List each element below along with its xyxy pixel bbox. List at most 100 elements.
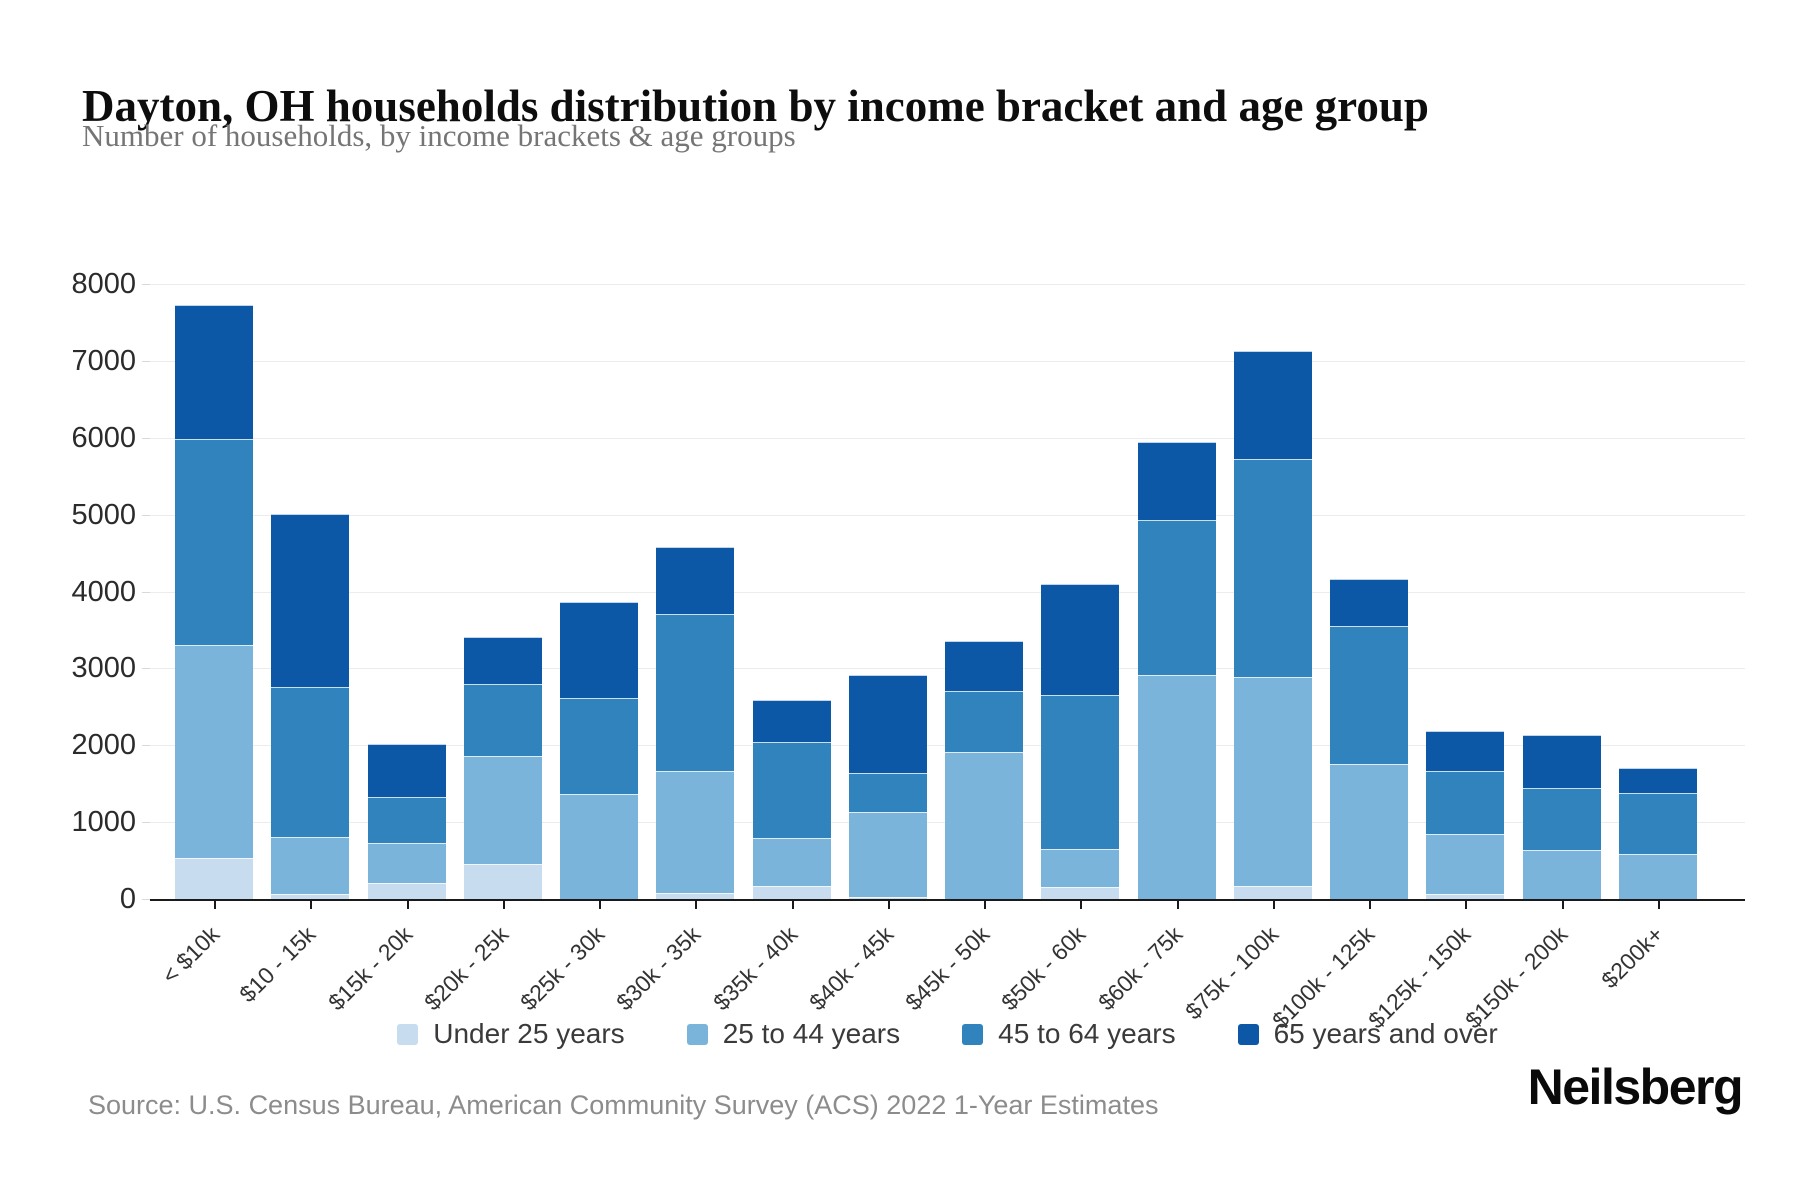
- chart-subtitle: Number of households, by income brackets…: [82, 118, 796, 153]
- bar-segment[interactable]: [463, 863, 542, 899]
- y-axis-tick-label: 3000: [71, 652, 136, 685]
- bar-segment[interactable]: [1426, 771, 1505, 835]
- bar-segment[interactable]: [463, 636, 542, 684]
- x-tick-mark: [502, 901, 505, 909]
- bar-segment[interactable]: [1618, 792, 1697, 854]
- bar-segment[interactable]: [560, 602, 638, 699]
- bar-segment[interactable]: [1233, 676, 1312, 886]
- legend-item[interactable]: 25 to 44 years: [686, 1018, 900, 1050]
- bar-segment[interactable]: [463, 756, 542, 864]
- bar-segment[interactable]: [1522, 849, 1601, 899]
- bar-segment[interactable]: [656, 613, 735, 772]
- x-tick-mark: [1080, 901, 1083, 909]
- y-gridline: [150, 284, 1745, 285]
- bar-segment[interactable]: [752, 885, 831, 899]
- bar-segment[interactable]: [848, 674, 927, 774]
- bar-segment[interactable]: [945, 690, 1023, 753]
- y-tick-mark: [142, 899, 150, 900]
- y-gridline: [150, 360, 1745, 362]
- x-tick-mark: [1369, 901, 1371, 909]
- y-axis-tick-label: 4000: [71, 575, 136, 608]
- x-tick-mark: [406, 901, 409, 909]
- legend-item[interactable]: 45 to 64 years: [962, 1018, 1176, 1050]
- bar-segment[interactable]: [175, 857, 253, 899]
- x-axis-category-label: $25k - 30k: [515, 921, 610, 1016]
- y-axis-tick-label: 6000: [71, 421, 136, 454]
- bar-segment[interactable]: [752, 837, 831, 886]
- x-tick-mark: [791, 901, 794, 909]
- x-tick-mark: [310, 901, 313, 909]
- bar-segment[interactable]: [1137, 519, 1216, 675]
- bar-segment[interactable]: [1618, 853, 1697, 899]
- bar-segment[interactable]: [1137, 441, 1216, 520]
- bar-segment[interactable]: [1426, 730, 1505, 772]
- bar-segment[interactable]: [1041, 849, 1120, 888]
- bar-segment[interactable]: [367, 882, 446, 899]
- bar-segment[interactable]: [752, 742, 831, 838]
- legend-label: 45 to 64 years: [998, 1018, 1176, 1049]
- x-tick-mark: [599, 901, 601, 909]
- x-axis-line: [150, 899, 1745, 901]
- y-axis-tick-label: 1000: [71, 806, 136, 839]
- bar-segment[interactable]: [1522, 788, 1601, 850]
- y-tick-mark: [142, 745, 150, 747]
- bar-segment[interactable]: [656, 546, 735, 614]
- y-axis-tick-label: 7000: [71, 344, 136, 377]
- x-axis-category-label: < $10k: [156, 921, 225, 989]
- bar-segment[interactable]: [175, 304, 253, 439]
- bar-segment[interactable]: [175, 644, 253, 858]
- bar-segment[interactable]: [656, 892, 735, 899]
- bar-segment[interactable]: [945, 641, 1023, 691]
- y-axis-tick-label: 5000: [71, 498, 136, 531]
- legend-label: Under 25 years: [433, 1018, 625, 1049]
- bar-segment[interactable]: [367, 796, 446, 843]
- bar-segment[interactable]: [1233, 350, 1312, 460]
- bar-segment[interactable]: [848, 897, 927, 899]
- bar-segment[interactable]: [560, 794, 638, 899]
- bar-segment[interactable]: [175, 438, 253, 645]
- legend-item[interactable]: 65 years and over: [1237, 1018, 1498, 1050]
- bar-segment[interactable]: [463, 683, 542, 756]
- x-axis-category-label: $10 - 15k: [234, 921, 321, 1008]
- bar-segment[interactable]: [1137, 674, 1216, 899]
- bar-segment[interactable]: [1330, 579, 1408, 627]
- x-axis-category-label: $30k - 35k: [611, 921, 706, 1016]
- bar-segment[interactable]: [656, 771, 735, 893]
- bar-segment[interactable]: [560, 698, 638, 795]
- bar-segment[interactable]: [848, 812, 927, 898]
- legend-swatch-icon: [397, 1023, 419, 1045]
- chart-legend: Under 25 years 25 to 44 years 45 to 64 yea…: [150, 1018, 1745, 1050]
- source-note: Source: U.S. Census Bureau, American Com…: [88, 1090, 1159, 1120]
- x-tick-mark: [984, 901, 986, 909]
- bar-segment[interactable]: [1522, 735, 1601, 789]
- bar-segment[interactable]: [1233, 885, 1312, 899]
- bar-segment[interactable]: [271, 686, 350, 838]
- bar-segment[interactable]: [945, 752, 1023, 899]
- bar-segment[interactable]: [1330, 626, 1408, 765]
- bar-segment[interactable]: [367, 842, 446, 883]
- legend-item[interactable]: Under 25 years: [397, 1018, 625, 1050]
- x-axis-category-label: $45k - 50k: [900, 921, 995, 1016]
- x-axis-category-label: $60k - 75k: [1092, 921, 1187, 1016]
- bar-segment[interactable]: [1330, 764, 1408, 899]
- bar-segment[interactable]: [367, 743, 446, 797]
- bar-segment[interactable]: [1618, 767, 1697, 793]
- bar-segment[interactable]: [1233, 459, 1312, 677]
- bar-segment[interactable]: [1041, 887, 1120, 899]
- x-axis-category-label: $15k - 20k: [322, 921, 417, 1016]
- bar-segment[interactable]: [1426, 893, 1505, 899]
- bar-segment[interactable]: [271, 513, 350, 687]
- bar-segment[interactable]: [271, 837, 350, 894]
- bar-segment[interactable]: [1426, 834, 1505, 894]
- x-axis-category-label: $100k - 125k: [1266, 921, 1380, 1034]
- bar-segment[interactable]: [848, 773, 927, 813]
- bar-segment[interactable]: [271, 893, 350, 899]
- bar-segment[interactable]: [1041, 694, 1120, 850]
- bar-segment[interactable]: [1041, 583, 1120, 695]
- legend-label: 65 years and over: [1273, 1018, 1498, 1049]
- legend-swatch-icon: [686, 1023, 708, 1045]
- y-tick-mark: [142, 514, 150, 516]
- bar-segment[interactable]: [752, 699, 831, 743]
- page-title: Dayton, OH households distribution by in…: [82, 81, 1429, 132]
